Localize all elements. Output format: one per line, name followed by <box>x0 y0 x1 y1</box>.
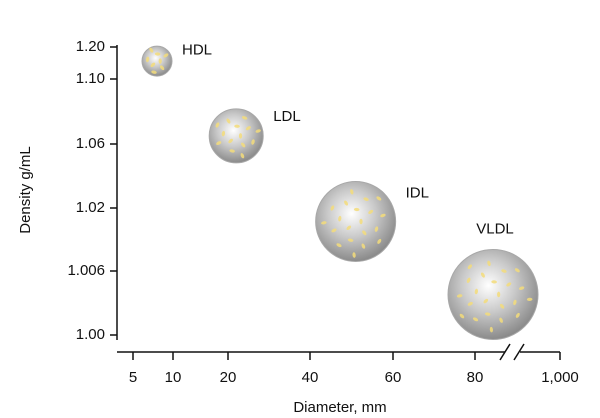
speckle <box>159 65 165 71</box>
speckle <box>474 288 478 295</box>
x-tick-label: 20 <box>220 369 237 386</box>
speckle <box>480 272 485 278</box>
speckle <box>255 129 261 133</box>
speckle <box>489 326 494 333</box>
speckle <box>501 269 507 273</box>
y-tick-label: 1.06 <box>76 135 105 152</box>
speckle <box>346 225 352 231</box>
point-label: IDL <box>406 184 429 201</box>
speckle <box>145 56 150 63</box>
speckle <box>491 280 497 284</box>
speckle <box>158 58 162 64</box>
speckle <box>221 130 226 137</box>
point-label: VLDL <box>476 220 514 237</box>
speckle <box>377 238 382 244</box>
speckle <box>499 303 505 309</box>
x-tick-label: 40 <box>302 369 319 386</box>
speckle <box>359 218 363 225</box>
speckle <box>238 133 243 139</box>
speckle <box>245 126 251 131</box>
speckle <box>338 215 342 222</box>
speckle <box>466 277 471 283</box>
x-tick-label: 5 <box>129 369 137 386</box>
speckle <box>226 118 231 124</box>
x-axis-title: Diameter, mm <box>293 399 386 416</box>
speckle <box>467 301 473 306</box>
point-label: HDL <box>182 42 212 59</box>
point-label: LDL <box>273 108 301 125</box>
speckle <box>513 299 517 306</box>
speckle <box>331 228 337 233</box>
speckle <box>216 141 222 145</box>
speckle <box>151 70 157 74</box>
speckle <box>149 47 154 53</box>
speckle <box>215 122 220 128</box>
bubble <box>315 181 397 262</box>
speckle <box>459 313 465 319</box>
speckle <box>362 230 367 236</box>
x-tick-label: 80 <box>467 369 484 386</box>
speckle <box>484 312 491 316</box>
y-axis-title: Density g/mL <box>17 146 34 234</box>
speckle <box>467 264 473 270</box>
y-tick-label: 1.20 <box>76 38 105 55</box>
x-tick-label: 10 <box>165 369 182 386</box>
y-tick-label: 1.006 <box>67 262 105 279</box>
speckle <box>487 260 491 267</box>
speckle <box>363 197 369 201</box>
speckle <box>352 252 356 258</box>
speckle <box>506 282 512 287</box>
y-tick-label: 1.02 <box>76 199 105 216</box>
speckle <box>526 297 533 302</box>
speckle <box>163 53 169 58</box>
speckle <box>368 209 374 215</box>
speckle <box>251 139 255 145</box>
bubble <box>447 248 539 340</box>
y-tick-label: 1.00 <box>76 326 105 343</box>
y-tick-label: 1.10 <box>76 70 105 87</box>
axis-break <box>499 343 525 361</box>
speckle <box>380 213 386 218</box>
speckle <box>347 238 354 242</box>
speckle <box>241 142 246 148</box>
speckle <box>361 243 366 249</box>
speckle <box>344 200 349 206</box>
speckle <box>514 268 520 273</box>
speckle <box>234 124 240 128</box>
x-tick-label: 60 <box>385 369 402 386</box>
speckle <box>150 62 156 68</box>
speckle <box>456 294 463 298</box>
speckle <box>374 226 379 232</box>
speckle <box>241 116 248 120</box>
x-tick-label: 1,000 <box>541 369 579 386</box>
speckle <box>499 317 503 323</box>
bubble <box>208 108 264 164</box>
speckle <box>497 291 501 298</box>
speckle <box>353 207 360 212</box>
speckle <box>483 298 489 304</box>
speckle <box>229 149 235 153</box>
bubble <box>141 45 173 77</box>
speckle <box>228 138 233 144</box>
speckle <box>376 196 382 201</box>
speckle <box>336 243 342 248</box>
speckle <box>350 189 354 195</box>
speckle <box>472 317 479 322</box>
speckle <box>321 221 327 225</box>
speckle <box>515 312 520 318</box>
speckle <box>240 153 245 159</box>
speckle <box>154 52 161 56</box>
speckle <box>518 286 525 290</box>
speckle <box>330 205 335 211</box>
